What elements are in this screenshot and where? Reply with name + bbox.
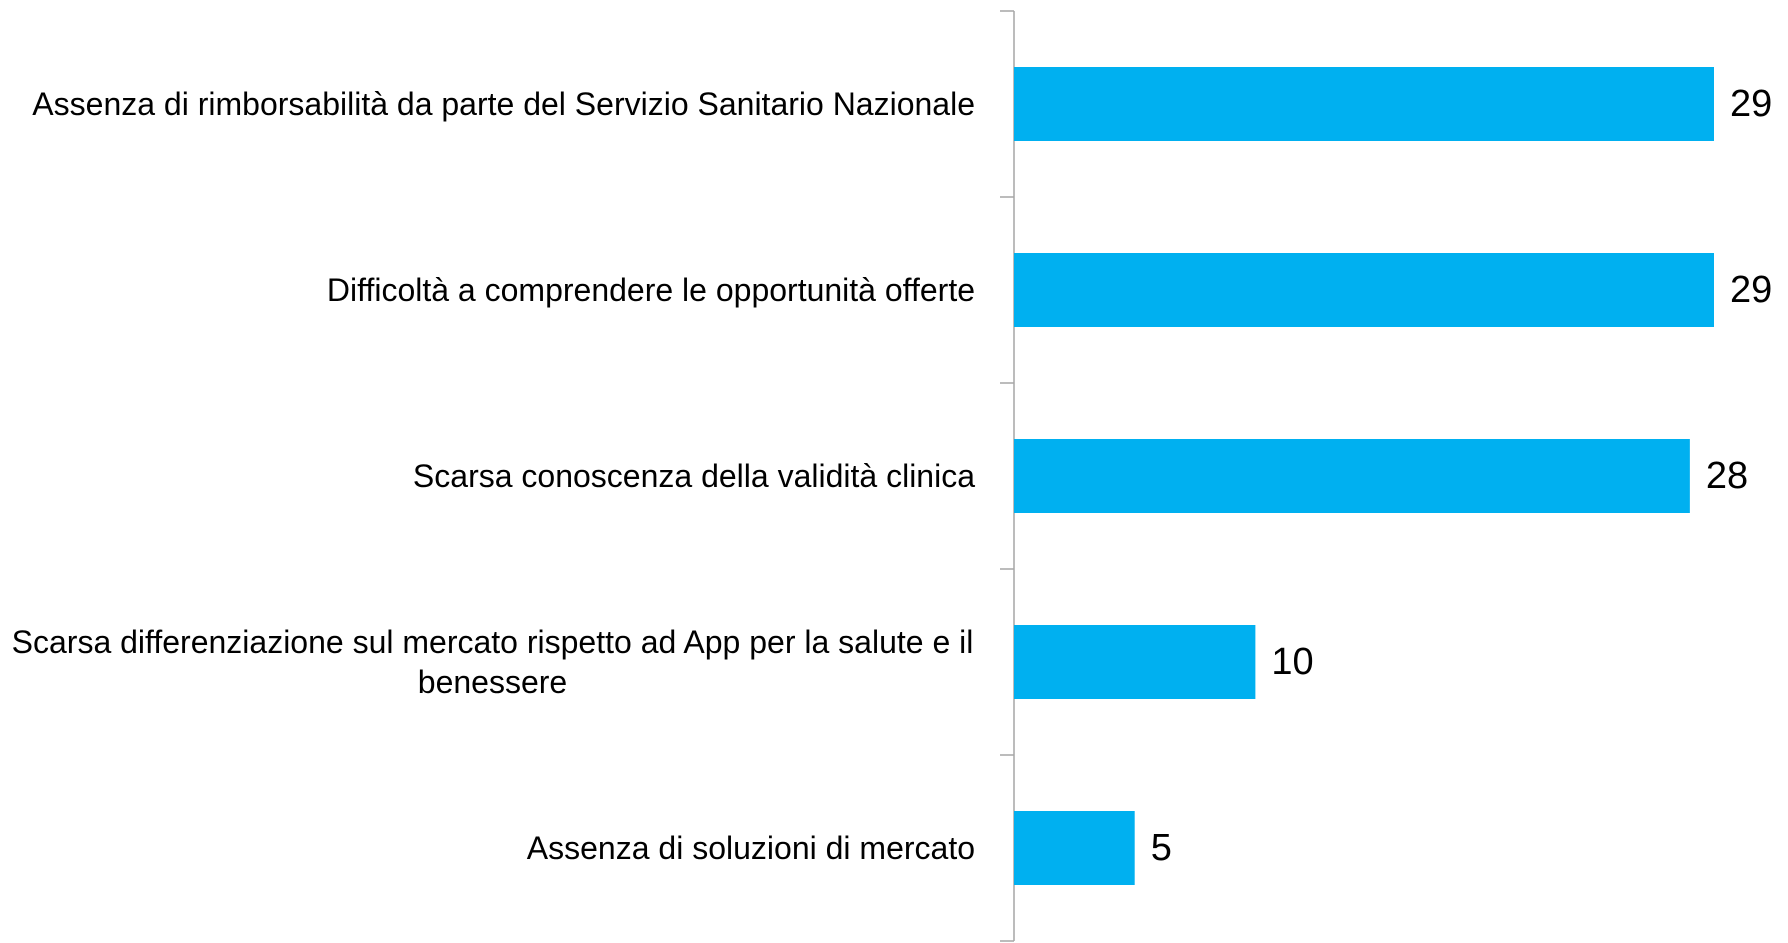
value-label: 10 bbox=[1271, 641, 1313, 683]
value-label: 29 bbox=[1730, 269, 1772, 311]
category-label-box: Assenza di soluzioni di mercato bbox=[10, 828, 975, 868]
category-label-box: Assenza di rimborsabilità da parte del S… bbox=[10, 84, 975, 124]
bar bbox=[1014, 67, 1714, 141]
bar bbox=[1014, 253, 1714, 327]
category-label-box: Difficoltà a comprendere le opportunità … bbox=[10, 270, 975, 310]
category-label: Difficoltà a comprendere le opportunità … bbox=[326, 272, 975, 308]
bar bbox=[1014, 811, 1135, 885]
category-label: Assenza di soluzioni di mercato bbox=[526, 830, 975, 866]
category-label: Assenza di rimborsabilità da parte del S… bbox=[32, 86, 975, 122]
category-label-box: Scarsa differenziazione sul mercato risp… bbox=[10, 622, 975, 702]
category-label: Scarsa differenziazione sul mercato risp… bbox=[11, 624, 974, 700]
bar bbox=[1014, 439, 1690, 513]
category-label-box: Scarsa conoscenza della validità clinica bbox=[10, 456, 975, 496]
bar bbox=[1014, 625, 1256, 699]
value-label: 28 bbox=[1706, 455, 1748, 497]
value-label: 5 bbox=[1151, 827, 1172, 869]
value-label: 29 bbox=[1730, 83, 1772, 125]
category-label: Scarsa conoscenza della validità clinica bbox=[412, 458, 975, 494]
